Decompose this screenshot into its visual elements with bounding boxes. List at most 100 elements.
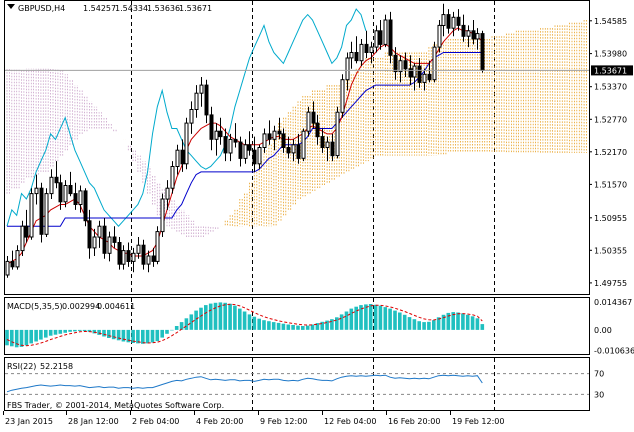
time-tick-label: 9 Feb 12:00	[260, 417, 307, 426]
candle	[378, 20, 383, 50]
candle	[417, 58, 422, 88]
macd-histogram-bar	[388, 308, 392, 330]
macd-histogram-bar	[97, 329, 101, 335]
macd-histogram-bar	[208, 303, 213, 330]
macd-histogram-bar	[461, 313, 465, 330]
candle	[466, 25, 471, 48]
candle	[441, 3, 446, 37]
macd-histogram-bar	[150, 329, 155, 343]
macd-histogram-bar	[102, 329, 106, 337]
macd-histogram-bar	[359, 305, 363, 330]
macd-histogram-bar	[78, 329, 82, 331]
price-tick-label: 1.51570	[594, 180, 627, 189]
macd-histogram-bar	[383, 307, 388, 330]
macd-histogram-bar	[402, 314, 407, 330]
rsi-tick-label: 30	[594, 390, 604, 399]
macd-histogram-bar	[296, 325, 300, 330]
candle	[5, 256, 10, 278]
candle	[29, 188, 34, 240]
macd-signal-line	[6, 303, 483, 347]
macd-histogram-bar	[301, 326, 305, 330]
candle	[388, 11, 393, 64]
candle	[155, 226, 160, 265]
candle	[175, 144, 180, 175]
macd-histogram-bar	[73, 329, 77, 332]
candle	[136, 237, 141, 259]
candle	[349, 41, 354, 69]
candle	[146, 250, 151, 273]
macd-histogram-bar	[126, 329, 131, 343]
macd-histogram-bar	[291, 325, 295, 330]
macd-histogram-bar	[368, 304, 373, 330]
macd-histogram-bar	[194, 310, 198, 330]
macd-histogram-bar	[53, 329, 58, 335]
macd-histogram-bar	[218, 302, 223, 330]
macd-histogram-bar	[441, 314, 446, 330]
time-tick-label: 28 Jan 12:00	[68, 417, 119, 426]
rsi-panel-frame	[4, 357, 590, 411]
candle	[281, 128, 286, 153]
price-axis: 1.54585 1.53980 1.53671 1.53370 1.52770 1.521…	[589, 17, 634, 399]
macd-histogram-bar	[393, 310, 397, 330]
candle	[243, 139, 248, 164]
candle	[272, 125, 277, 151]
macd-histogram-bar	[339, 314, 344, 330]
candle	[475, 28, 480, 50]
candle	[73, 182, 78, 210]
price-tick-label: 1.49755	[594, 279, 627, 288]
candle	[97, 220, 102, 248]
candle	[194, 85, 199, 118]
candle	[199, 77, 204, 107]
candle	[471, 20, 476, 45]
macd-histogram-bar	[475, 318, 480, 330]
copyright-text: FBS Trader, © 2001-2014, MetaQuotes Soft…	[7, 401, 224, 410]
candle	[451, 11, 456, 37]
macd-histogram-bar	[378, 305, 383, 330]
macd-histogram-bar	[10, 329, 14, 347]
macd-histogram-bar	[184, 318, 189, 330]
macd-histogram-bar	[238, 308, 242, 330]
macd-histogram-bar	[5, 329, 9, 346]
candle	[160, 193, 165, 237]
rsi-line	[6, 374, 483, 393]
macd-histogram-bar	[14, 329, 19, 348]
candle	[223, 128, 228, 162]
candle	[49, 169, 54, 199]
macd-histogram-bar	[92, 329, 97, 334]
candle	[325, 136, 330, 162]
candle	[107, 231, 112, 262]
macd-histogram-bar	[213, 302, 218, 330]
collapse-triangle-icon[interactable]	[7, 4, 15, 9]
macd-histogram-bar	[456, 312, 460, 330]
candle	[78, 185, 83, 213]
candle	[480, 30, 485, 73]
macd-histogram-bar	[34, 329, 38, 342]
macd-histogram-bar	[233, 305, 237, 330]
macd-tick-label: 0.00	[594, 326, 612, 335]
rsi-tick-label: 70	[594, 370, 604, 379]
candle	[252, 136, 257, 172]
candle	[180, 139, 185, 172]
candle	[267, 120, 272, 145]
macd-histogram-bar	[82, 329, 87, 332]
macd-histogram-bar	[63, 329, 67, 333]
candle	[369, 41, 374, 64]
macd-histogram-bar	[451, 312, 455, 330]
macd-histogram-bar	[267, 321, 271, 330]
candle	[44, 188, 49, 237]
macd-histogram-bar	[480, 324, 485, 330]
candle	[228, 133, 233, 162]
candle	[92, 228, 97, 256]
candle	[54, 161, 59, 189]
macd-histogram-bar	[398, 312, 402, 330]
rsi-value: 52.2158	[40, 362, 73, 371]
macd-histogram-bar	[349, 308, 354, 330]
time-axis: 23 Jan 2015 28 Jan 12:00 2 Feb 04:00 4 Feb …	[3, 411, 504, 426]
macd-histogram-bar	[223, 302, 227, 330]
candle	[291, 139, 296, 162]
macd-signal-value: 0.004611	[97, 302, 135, 311]
macd-histogram-bar	[257, 318, 261, 330]
macd-histogram-bar	[179, 322, 184, 330]
